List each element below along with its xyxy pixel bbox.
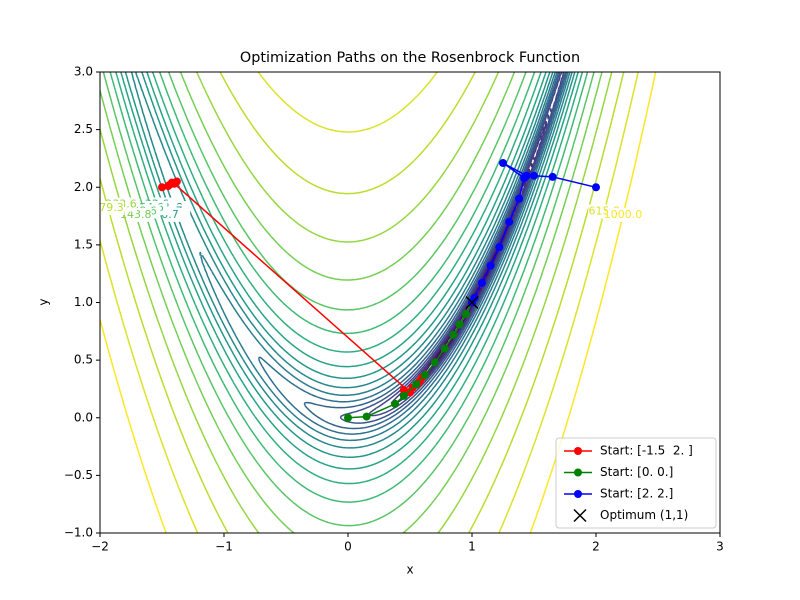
x-tick-label: −2 [91, 540, 109, 554]
contour-label-bg [607, 207, 640, 222]
contour-line [100, 72, 657, 533]
path-point [548, 172, 557, 181]
path-point [399, 386, 408, 395]
x-tick-label: 2 [592, 540, 600, 554]
path-point [505, 217, 514, 226]
path-point [158, 183, 166, 192]
y-tick-label: 1.0 [74, 295, 93, 309]
path-point [412, 380, 421, 389]
legend: Start: [-1.5 2. ] Start: [0. 0.] Start: [2… [555, 437, 717, 529]
legend-marker [573, 508, 587, 523]
x-tick-label: 0 [344, 540, 352, 554]
path-point [461, 310, 470, 319]
contour-label: 379.3 [92, 201, 124, 214]
contour-line [258, 72, 569, 435]
path-point [170, 179, 179, 188]
path-point [530, 171, 538, 180]
path-point [420, 371, 429, 380]
contour-line [102, 72, 595, 527]
path-point [391, 399, 400, 408]
path-point [344, 413, 352, 422]
contour-line [100, 72, 639, 533]
legend-label: Start: [2. 2.] [600, 487, 673, 501]
x-tick-label: −1 [215, 540, 233, 554]
y-tick-label: 0.0 [74, 410, 93, 424]
legend-label: Start: [0. 0.] [600, 465, 673, 479]
y-tick-label: 0.5 [74, 353, 93, 367]
legend-marker [574, 447, 582, 455]
path-point [592, 183, 600, 192]
contour-line [100, 72, 625, 533]
contour-line [199, 72, 571, 442]
path-point [477, 278, 486, 287]
contour-line [100, 72, 603, 533]
optimum-marker [465, 295, 479, 310]
y-tick-label: 1.5 [74, 237, 93, 251]
contour-label-bg [100, 200, 125, 215]
path-point [455, 320, 464, 329]
legend-marker [574, 468, 582, 477]
path-point [495, 243, 504, 252]
contour-label: 1000.0 [604, 208, 643, 221]
x-tick-label: 1 [468, 540, 476, 554]
y-tick-label: 2.5 [74, 122, 93, 136]
path-point [499, 159, 507, 168]
path-point [430, 358, 439, 367]
y-axis-label: y [37, 298, 51, 305]
path-point [449, 330, 458, 339]
x-tick-label: 3 [716, 540, 724, 554]
path-point [399, 391, 408, 400]
path-point [362, 412, 371, 421]
path-point [440, 344, 449, 353]
legend-frame [555, 437, 717, 529]
x-axis-label: x [406, 563, 413, 577]
legend-label: Optimum (1,1) [600, 508, 688, 522]
path-point [486, 261, 495, 270]
contour-line [109, 72, 589, 503]
y-tick-label: −1.0 [64, 526, 93, 540]
path-point [520, 174, 529, 183]
contour-line [100, 72, 613, 533]
chart-title: Optimization Paths on the Rosenbrock Fun… [240, 50, 580, 66]
plot-area: 7.812.720.733.654.688.6143.8233.6379.361… [92, 72, 657, 533]
legend-marker [574, 490, 582, 498]
path-point [515, 194, 524, 203]
y-tick-label: 2.0 [74, 180, 93, 194]
y-tick-label: −0.5 [64, 468, 93, 482]
y-tick-label: 3.0 [74, 65, 93, 79]
axes: −2 −1 0 1 2 3 −1.0 −0.5 0.0 0.5 1.0 1.5 2.0 2.5 3.0 Sta… [64, 65, 724, 554]
legend-label: Start: [-1.5 2. ] [600, 444, 693, 458]
contour-line [130, 72, 573, 449]
